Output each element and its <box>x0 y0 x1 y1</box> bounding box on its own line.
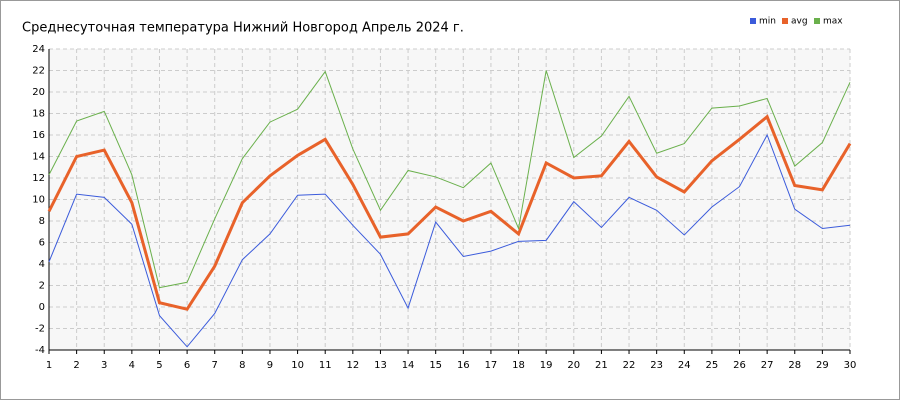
y-tick-label: 8 <box>39 216 45 227</box>
y-tick-label: 10 <box>32 195 45 206</box>
y-tick-label: 4 <box>39 259 45 270</box>
x-tick-label: 27 <box>761 360 774 371</box>
x-tick-label: 1 <box>46 360 52 371</box>
x-tick-label: 26 <box>733 360 746 371</box>
x-tick-label: 22 <box>623 360 636 371</box>
x-tick-label: 18 <box>512 360 525 371</box>
y-tick-label: 12 <box>32 173 45 184</box>
series-line <box>48 133 851 348</box>
x-tick-label: 19 <box>540 360 553 371</box>
legend-swatch <box>814 18 820 24</box>
x-tick-label: 8 <box>239 360 245 371</box>
x-tick-label: 24 <box>678 360 691 371</box>
x-tick-label: 28 <box>788 360 801 371</box>
y-tick-label: 2 <box>39 281 45 292</box>
legend-swatch <box>750 18 756 24</box>
legend-label: avg <box>791 17 808 27</box>
x-tick-label: 12 <box>346 360 359 371</box>
x-tick-label: 30 <box>844 360 857 371</box>
series-line <box>48 70 851 289</box>
x-tick-label: 11 <box>319 360 332 371</box>
legend-label: max <box>823 17 843 27</box>
y-tick-label: 14 <box>32 152 45 163</box>
y-tick-label: 20 <box>32 87 45 98</box>
x-tick-label: 20 <box>567 360 580 371</box>
y-tick-label: 16 <box>32 130 45 141</box>
legend-swatch <box>782 18 788 24</box>
y-tick-label: 6 <box>39 238 45 249</box>
legend-label: min <box>759 17 776 27</box>
x-tick-label: 2 <box>73 360 79 371</box>
x-tick-label: 4 <box>129 360 135 371</box>
x-tick-label: 3 <box>101 360 107 371</box>
y-tick-label: 22 <box>32 66 45 77</box>
x-tick-label: 29 <box>816 360 829 371</box>
chart-title: Среднесуточная температура Нижний Новгор… <box>22 21 464 36</box>
x-tick-label: 13 <box>374 360 387 371</box>
series-line <box>47 114 852 311</box>
y-tick-label: -4 <box>35 345 45 356</box>
x-tick-label: 16 <box>457 360 470 371</box>
x-tick-label: 7 <box>212 360 218 371</box>
y-tick-label: 24 <box>32 44 45 55</box>
x-tick-label: 5 <box>156 360 162 371</box>
x-tick-label: 10 <box>291 360 304 371</box>
x-tick-label: 9 <box>267 360 273 371</box>
y-tick-label: 0 <box>39 302 45 313</box>
x-tick-label: 25 <box>706 360 719 371</box>
y-tick-label: -2 <box>35 324 45 335</box>
x-tick-label: 23 <box>650 360 663 371</box>
x-tick-label: 6 <box>184 360 190 371</box>
x-tick-label: 21 <box>595 360 608 371</box>
y-tick-label: 18 <box>32 109 45 120</box>
x-tick-label: 14 <box>402 360 415 371</box>
x-tick-label: 17 <box>485 360 498 371</box>
x-tick-label: 15 <box>429 360 442 371</box>
